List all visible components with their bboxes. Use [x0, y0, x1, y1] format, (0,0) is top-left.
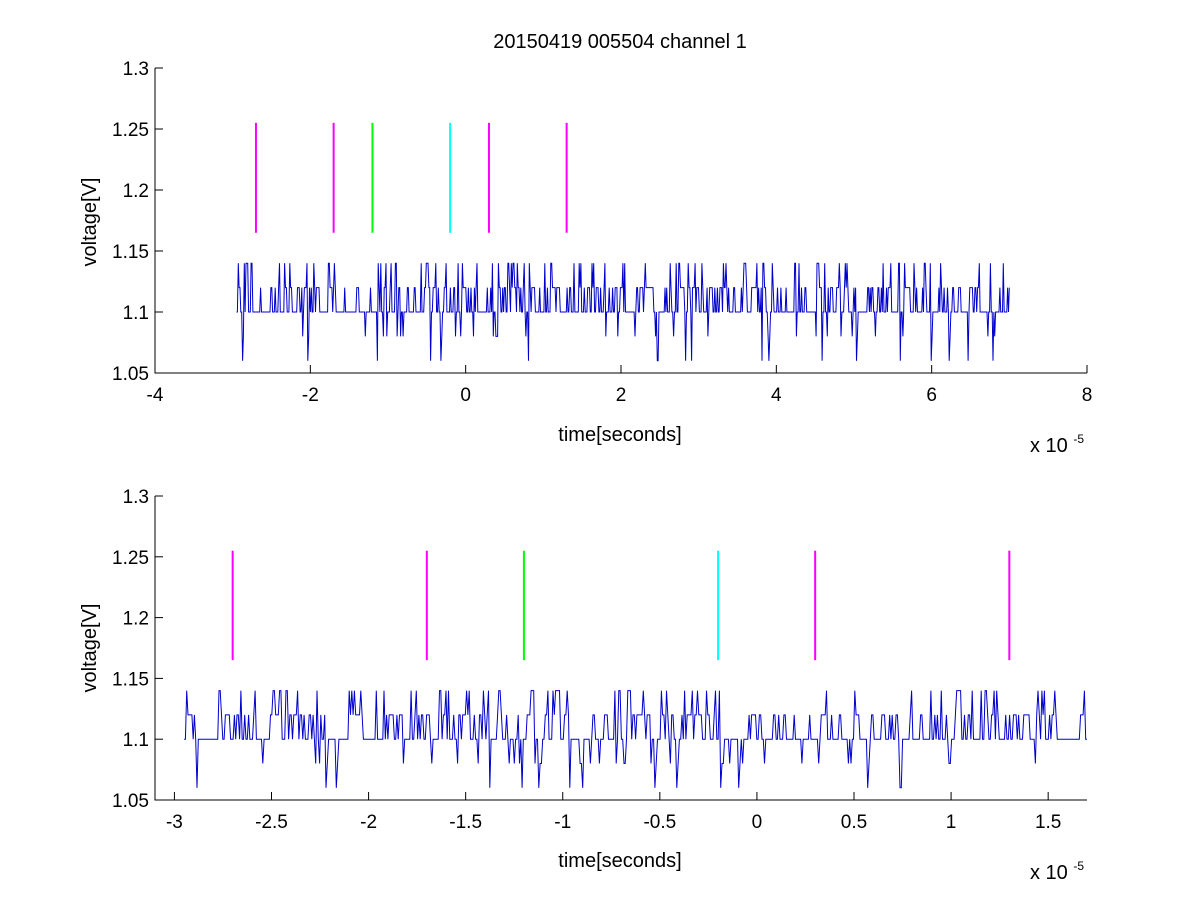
- y-tick-label: 1.3: [123, 59, 149, 80]
- y-tick-label: 1.05: [112, 791, 149, 812]
- plot-area-top: [236, 122, 1010, 362]
- y-tick-label: 1.25: [112, 548, 149, 569]
- figure-title: 20150419 005504 channel 1: [493, 31, 747, 53]
- x-multiplier-exp-top: -5: [1073, 432, 1084, 446]
- y-tick-label: 1.1: [123, 303, 149, 324]
- x-tick-label: -4: [147, 385, 164, 406]
- y-tick-label: 1.2: [123, 609, 149, 630]
- x-tick-label: 1: [946, 812, 957, 833]
- subplot-top: -4 -2 0 2 4 6 8 1.05 1.1 1.15 1.2 1.25 1.3 time[sec…: [79, 59, 1092, 457]
- x-tick-label: 8: [1082, 385, 1093, 406]
- x-multiplier-top: x 10 -5: [1030, 432, 1084, 457]
- y-tick-label: 1.25: [112, 120, 149, 141]
- y-tick-label: 1.15: [112, 242, 149, 263]
- y-tick-label: 1.3: [123, 487, 149, 508]
- x-multiplier-base-top: x 10: [1030, 435, 1068, 457]
- y-tick-label: 1.05: [112, 364, 149, 385]
- x-axis-label-bottom: time[seconds]: [558, 850, 681, 872]
- signal-trace: [184, 690, 1087, 789]
- x-ticks-bottom: -3 -2.5 -2 -1.5 -1 -0.5 0 0.5 1 1.5: [166, 792, 1061, 833]
- x-tick-label: 1.5: [1035, 812, 1061, 833]
- x-tick-label: 2: [616, 385, 627, 406]
- x-tick-label: -3: [166, 812, 183, 833]
- plot-area-bottom: [184, 550, 1087, 789]
- x-ticks-top: -4 -2 0 2 4 6 8: [147, 365, 1093, 406]
- x-tick-label: 0: [460, 385, 471, 406]
- y-tick-label: 1.1: [123, 730, 149, 751]
- signal-trace: [236, 262, 1010, 362]
- y-axis-label-bottom: voltage[V]: [79, 604, 101, 693]
- x-tick-label: 4: [771, 385, 782, 406]
- x-multiplier-exp-bottom: -5: [1073, 859, 1084, 873]
- y-tick-label: 1.15: [112, 669, 149, 690]
- y-tick-label: 1.2: [123, 181, 149, 202]
- x-multiplier-bottom: x 10 -5: [1030, 859, 1084, 884]
- y-ticks-top: 1.05 1.1 1.15 1.2 1.25 1.3: [112, 59, 163, 385]
- x-tick-label: -2: [302, 385, 319, 406]
- y-ticks-bottom: 1.05 1.1 1.15 1.2 1.25 1.3: [112, 487, 163, 812]
- x-tick-label: -2: [360, 812, 377, 833]
- x-multiplier-base-bottom: x 10: [1030, 862, 1068, 884]
- x-axis-label-top: time[seconds]: [558, 424, 681, 446]
- x-tick-label: -1.5: [449, 812, 482, 833]
- x-tick-label: -2.5: [255, 812, 288, 833]
- x-tick-label: -1: [554, 812, 571, 833]
- x-tick-label: -0.5: [643, 812, 676, 833]
- x-tick-label: 6: [926, 385, 937, 406]
- x-tick-label: 0: [752, 812, 763, 833]
- subplot-bottom: -3 -2.5 -2 -1.5 -1 -0.5 0 0.5 1 1.5 1.051.11.151.…: [79, 487, 1087, 884]
- x-tick-label: 0.5: [841, 812, 867, 833]
- y-axis-label-top: voltage[V]: [79, 178, 101, 267]
